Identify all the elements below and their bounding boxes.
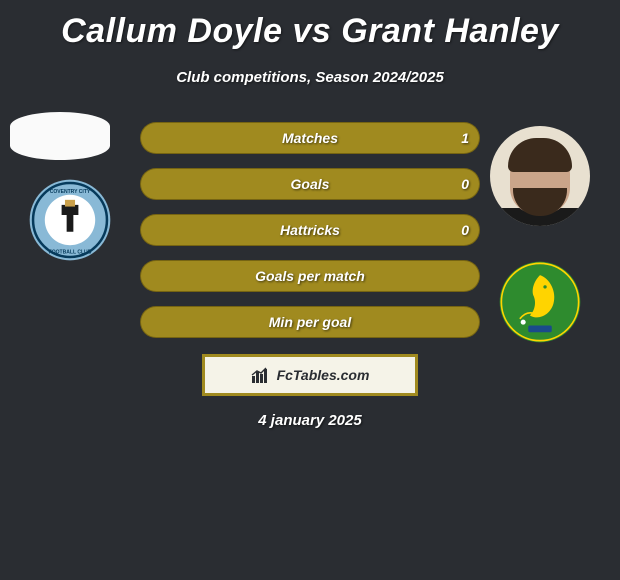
club-badge-left: COVENTRY CITY FOOTBALL CLUB <box>28 178 112 262</box>
club-badge-right <box>498 260 582 344</box>
svg-text:COVENTRY CITY: COVENTRY CITY <box>50 189 91 195</box>
stat-row-goals-per-match: Goals per match <box>140 260 480 292</box>
stat-label: Goals <box>291 176 330 192</box>
stat-value-right: 0 <box>461 215 469 245</box>
stat-label: Matches <box>282 130 338 146</box>
player-right-photo <box>490 126 590 226</box>
stat-label: Min per goal <box>269 314 351 330</box>
stat-row-matches: Matches 1 <box>140 122 480 154</box>
stat-value-right: 1 <box>461 123 469 153</box>
player-left-photo <box>10 112 110 160</box>
stats-panel: Matches 1 Goals 0 Hattricks 0 Goals per … <box>140 122 480 352</box>
stat-value-right: 0 <box>461 169 469 199</box>
svg-text:FOOTBALL CLUB: FOOTBALL CLUB <box>49 250 92 256</box>
date-text: 4 january 2025 <box>0 412 620 429</box>
stat-row-min-per-goal: Min per goal <box>140 306 480 338</box>
chart-icon <box>251 366 271 384</box>
stat-row-goals: Goals 0 <box>140 168 480 200</box>
branding-text: FcTables.com <box>277 367 370 383</box>
stat-row-hattricks: Hattricks 0 <box>140 214 480 246</box>
branding-box: FcTables.com <box>202 354 418 396</box>
stat-label: Goals per match <box>255 268 365 284</box>
stat-label: Hattricks <box>280 222 340 238</box>
subtitle: Club competitions, Season 2024/2025 <box>0 69 620 86</box>
page-title: Callum Doyle vs Grant Hanley <box>0 0 620 51</box>
